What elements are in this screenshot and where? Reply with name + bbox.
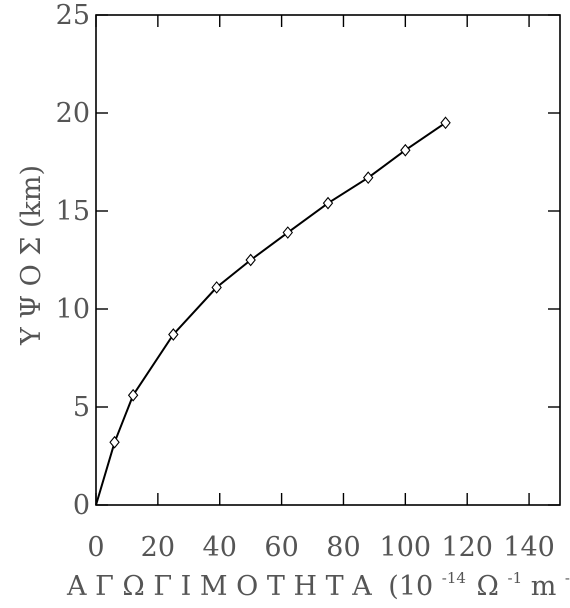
y-tick-labels: 0 5 10 15 20 25 <box>56 0 90 521</box>
y-tick-label: 15 <box>56 196 90 227</box>
data-point-diamond <box>400 143 411 157</box>
x-axis-title-m: m <box>531 571 557 602</box>
data-point-diamond <box>245 253 256 267</box>
x-tick-label: 80 <box>326 532 360 563</box>
x-tick-label: 100 <box>380 532 432 563</box>
x-tick-label: 40 <box>203 532 237 563</box>
x-ticks <box>95 15 530 505</box>
data-point-diamond <box>109 435 120 449</box>
data-point-diamond <box>322 196 334 210</box>
x-axis-title-omega: Ω <box>477 571 499 602</box>
x-axis-title-exp3: -1 <box>565 569 570 587</box>
data-point-diamond <box>440 116 451 130</box>
data-point-diamond <box>363 171 374 185</box>
plot-area-frame <box>95 14 561 506</box>
data-point-diamond <box>127 388 139 402</box>
y-tick-label: 10 <box>56 294 90 325</box>
x-axis-title-exp1: -14 <box>442 569 466 587</box>
y-ticks <box>96 14 560 506</box>
x-axis-title-open: (10 <box>388 571 433 602</box>
data-point-diamond <box>211 281 222 294</box>
series-line <box>95 121 447 506</box>
y-tick-label: 25 <box>56 0 90 31</box>
y-tick-label: 0 <box>73 490 90 521</box>
x-tick-labels: 0 20 40 60 80 100 120 140 <box>87 532 554 563</box>
y-tick-label: 20 <box>56 98 90 129</box>
x-tick-label: 20 <box>141 532 175 563</box>
x-axis-title-word: Α Γ Ω Γ Ι Μ Ο Τ Η Τ Α <box>66 571 372 602</box>
y-tick-label: 5 <box>73 392 90 423</box>
x-tick-label: 120 <box>441 532 493 563</box>
x-tick-label: 0 <box>87 532 104 563</box>
x-tick-label: 140 <box>503 532 555 563</box>
x-tick-label: 60 <box>264 532 298 563</box>
data-point-diamond <box>282 226 293 239</box>
data-point-diamond <box>168 328 179 341</box>
y-axis-title: Υ Ψ Ο Σ (km) <box>16 165 47 346</box>
series <box>95 116 451 506</box>
x-axis-title: Α Γ Ω Γ Ι Μ Ο Τ Η Τ Α (10 -14 Ω -1 m -1 … <box>66 559 570 602</box>
x-axis-title-exp2: -1 <box>508 569 523 587</box>
